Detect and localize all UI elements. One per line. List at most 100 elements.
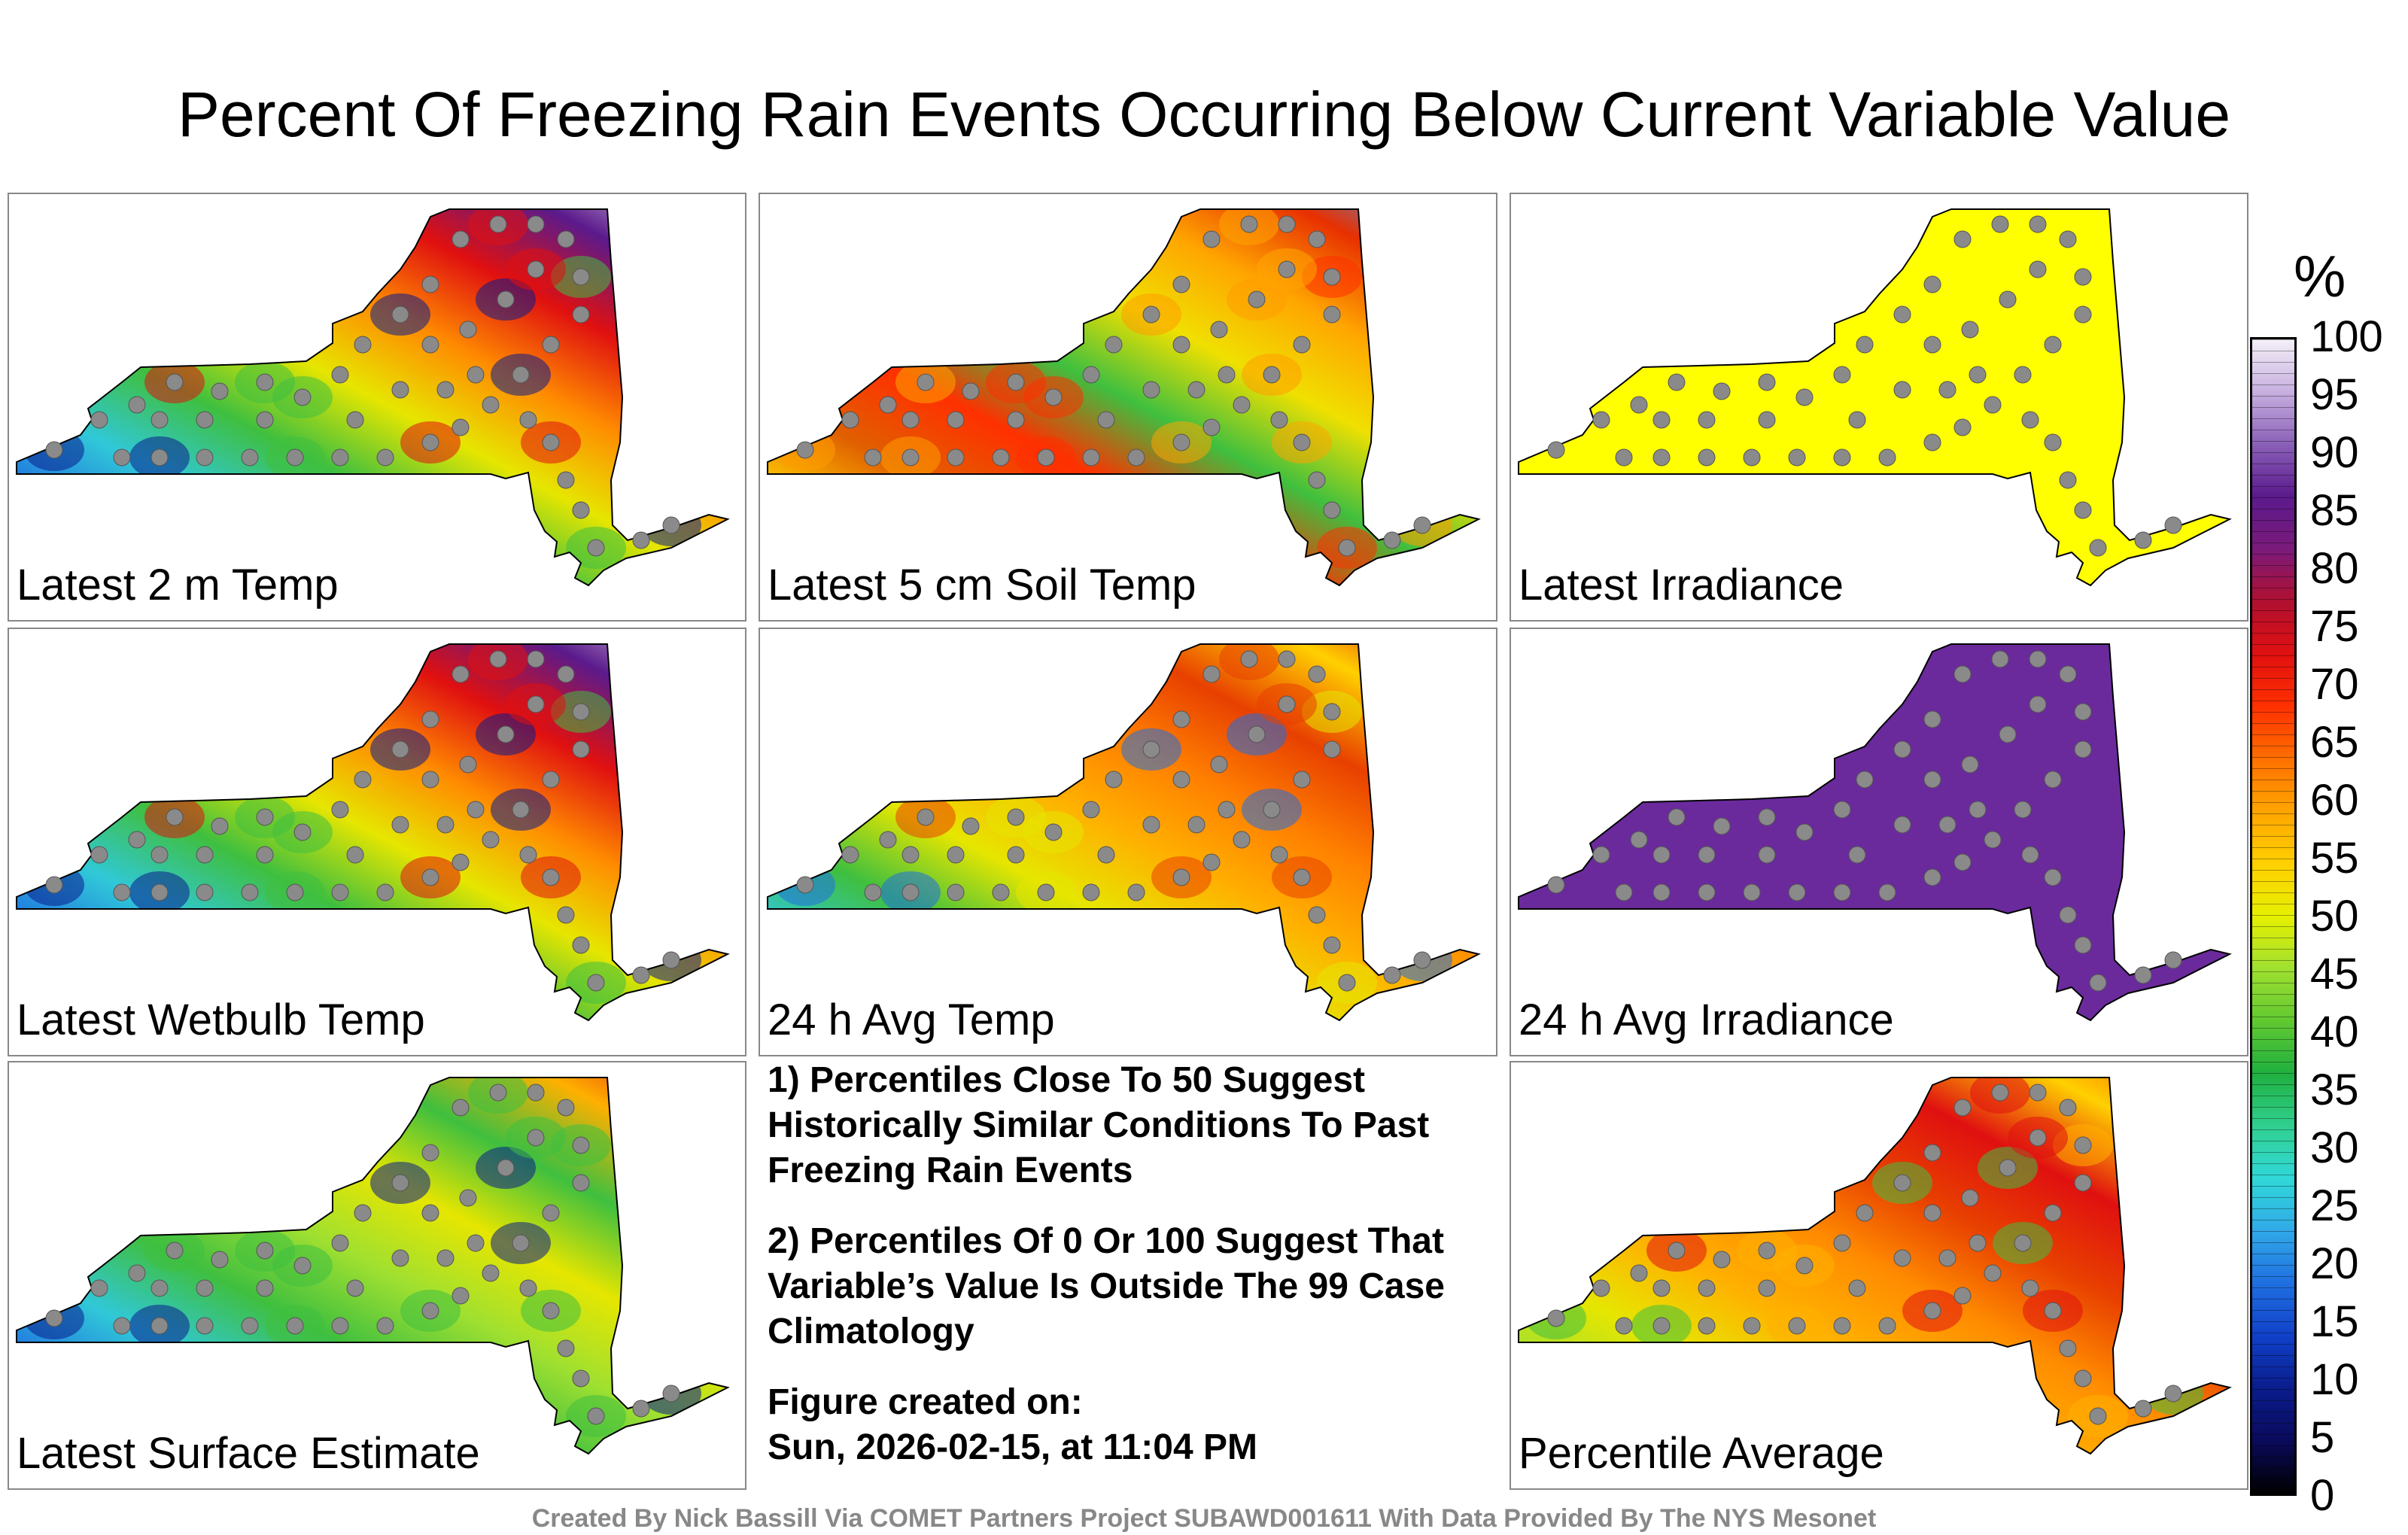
ny-state-map [16,208,730,587]
station-marker [256,1279,274,1297]
station-marker [1652,846,1671,864]
station-marker [796,876,814,894]
station-marker [841,846,859,864]
station-marker [527,1084,545,1102]
station-marker [796,441,814,459]
station-marker [1788,1317,1806,1335]
station-marker [256,808,274,826]
station-marker [1082,366,1100,384]
station-marker [459,321,477,339]
colorbar-tick-label: 80 [2310,544,2359,593]
station-marker [1652,1279,1671,1297]
colorbar-tick-label: 5 [2310,1413,2335,1462]
station-marker [1263,366,1281,384]
station-marker [1615,1317,1633,1335]
colorbar-tick-label: 90 [2310,428,2359,477]
station-marker [45,876,63,894]
colorbar-tick-label: 60 [2310,776,2359,825]
station-marker [1743,883,1761,901]
station-marker [1218,801,1236,819]
station-marker [1893,305,1911,324]
station-marker [293,1257,312,1275]
station-marker [1923,710,1941,728]
station-marker [286,883,304,901]
station-marker [1856,336,1874,354]
station-marker [2074,1136,2092,1154]
station-marker [1788,883,1806,901]
station-marker [2089,539,2107,557]
station-marker [45,441,63,459]
state-fill [17,1078,728,1454]
station-marker [1893,381,1911,399]
station-marker [467,1234,485,1252]
station-marker [1758,1242,1776,1260]
station-marker [901,846,920,864]
station-marker [557,665,575,683]
station-marker [2059,471,2077,489]
station-marker [2029,1129,2047,1147]
station-marker [286,1317,304,1335]
station-marker [1044,823,1063,841]
station-marker [1923,1302,1941,1320]
station-marker [557,471,575,489]
station-marker [354,771,372,789]
state-border [1518,208,2232,587]
station-marker [662,1385,680,1403]
station-marker [467,801,485,819]
station-marker [331,366,349,384]
station-marker [1278,695,1296,713]
station-marker [2044,771,2062,789]
station-marker [1308,230,1326,248]
station-marker [512,1234,530,1252]
station-marker [1338,974,1356,992]
station-marker [1383,531,1401,549]
panel-label: Latest Wetbulb Temp [17,995,425,1044]
panel-label: Percentile Average [1519,1429,1884,1478]
station-marker [211,817,229,835]
map-panel-surface-estimate: Latest Surface Estimate [8,1061,746,1490]
station-marker [1293,771,1311,789]
station-marker [1953,230,1972,248]
station-marker [841,411,859,429]
station-marker [1953,665,1972,683]
station-marker [947,883,965,901]
station-marker [557,1099,575,1117]
station-marker [90,411,108,429]
station-marker [1999,725,2017,743]
state-fill [17,209,728,585]
map-panel-24h-avg-irradiance: 24 h Avg Irradiance [1510,628,2248,1056]
station-marker [1338,539,1356,557]
station-marker [1795,388,1814,406]
station-marker [1172,868,1190,886]
station-marker [542,1302,560,1320]
station-marker [196,846,214,864]
station-marker [331,1234,349,1252]
station-marker [196,411,214,429]
station-marker [527,1129,545,1147]
station-marker [1233,831,1251,849]
station-marker [2074,501,2092,519]
station-marker [1413,951,1431,969]
station-marker [527,650,545,668]
colorbar-tick-label: 35 [2310,1065,2359,1114]
station-marker [1938,1249,1956,1267]
station-marker [166,808,184,826]
station-marker [1127,448,1145,467]
station-marker [901,883,920,901]
station-marker [947,411,965,429]
ny-state-map [767,208,1481,587]
station-marker [1082,448,1100,467]
station-marker [2164,516,2182,534]
station-marker [293,823,312,841]
station-marker [482,831,500,849]
station-marker [241,883,259,901]
station-marker [497,290,515,309]
station-marker [1991,650,2009,668]
station-marker [1713,1251,1731,1269]
station-marker [150,1279,169,1297]
station-marker [113,448,131,467]
station-marker [113,883,131,901]
station-marker [331,1317,349,1335]
station-marker [2044,336,2062,354]
station-marker [489,1084,507,1102]
